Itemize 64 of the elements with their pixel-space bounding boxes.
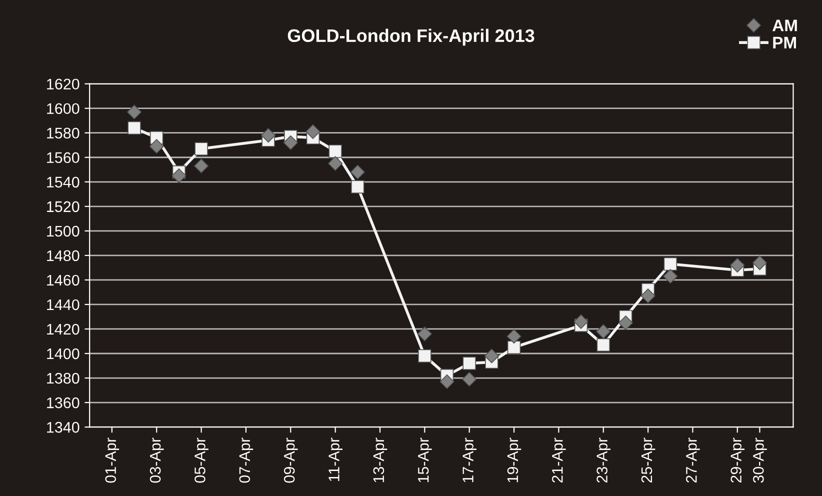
point bbox=[417, 326, 432, 342]
y-tick-label: 1580 bbox=[47, 128, 80, 139]
y-tick-label: 1400 bbox=[47, 348, 80, 360]
point bbox=[283, 135, 298, 150]
y-tick-label: 1440 bbox=[47, 299, 80, 310]
point bbox=[506, 329, 522, 344]
point bbox=[194, 142, 208, 156]
x-tick-label: 25-Apr bbox=[641, 438, 656, 483]
point bbox=[752, 256, 768, 270]
y-tick-label: 1480 bbox=[47, 250, 80, 262]
y-tick-label: 1620 bbox=[47, 78, 80, 90]
point bbox=[328, 156, 343, 171]
point bbox=[596, 338, 610, 352]
y-tick-label: 1600 bbox=[47, 103, 80, 114]
y-tick-label: 1360 bbox=[47, 397, 80, 408]
x-tick-label: 09-Apr bbox=[284, 438, 298, 483]
point bbox=[172, 168, 186, 184]
point bbox=[640, 288, 656, 304]
y-tick-label: 1540 bbox=[47, 176, 80, 188]
x-tick-label: 11-Apr bbox=[328, 438, 342, 482]
x-tick-label: 01-Apr bbox=[105, 438, 120, 483]
chart-title: GOLD-London Fix-April 2013 bbox=[288, 28, 534, 46]
legend-label: PM bbox=[773, 36, 796, 48]
point bbox=[126, 104, 142, 120]
point bbox=[596, 324, 611, 339]
y-tick-label: 1420 bbox=[47, 324, 80, 335]
point bbox=[328, 144, 342, 158]
point bbox=[664, 257, 678, 271]
point bbox=[462, 356, 476, 370]
x-tick-label: 07-Apr bbox=[239, 438, 254, 483]
y-tick-label: 1380 bbox=[47, 372, 80, 384]
x-tick-label: 13-Apr bbox=[373, 438, 388, 482]
point bbox=[618, 316, 633, 330]
y-tick-label: 1520 bbox=[47, 201, 80, 212]
point bbox=[730, 258, 745, 273]
y-tick-label: 1340 bbox=[47, 422, 80, 433]
x-tick-label: 21-Apr bbox=[552, 438, 566, 483]
point bbox=[128, 121, 141, 135]
point bbox=[507, 340, 521, 354]
point bbox=[574, 314, 588, 329]
legend-label: AM bbox=[772, 20, 797, 32]
point bbox=[261, 128, 276, 143]
point bbox=[306, 124, 320, 139]
point bbox=[350, 180, 364, 194]
x-tick-label: 05-Apr bbox=[194, 438, 208, 483]
point bbox=[418, 349, 432, 363]
point bbox=[663, 268, 678, 284]
point bbox=[484, 348, 499, 364]
point bbox=[194, 158, 209, 174]
point bbox=[149, 139, 164, 154]
x-tick-label: 30-Apr bbox=[753, 438, 767, 483]
x-tick-label: 19-Apr bbox=[507, 438, 522, 482]
point bbox=[350, 164, 365, 180]
y-tick-label: 1460 bbox=[47, 274, 80, 286]
x-tick-label: 29-Apr bbox=[730, 438, 745, 483]
x-tick-label: 27-Apr bbox=[686, 438, 700, 483]
point bbox=[462, 372, 477, 387]
x-tick-label: 03-Apr bbox=[150, 438, 164, 483]
x-tick-label: 17-Apr bbox=[462, 438, 476, 482]
y-tick-label: 1500 bbox=[47, 226, 80, 237]
x-tick-label: 15-Apr bbox=[418, 438, 432, 482]
y-tick-label: 1560 bbox=[47, 152, 80, 164]
x-tick-label: 23-Apr bbox=[596, 438, 610, 483]
point bbox=[440, 374, 454, 389]
